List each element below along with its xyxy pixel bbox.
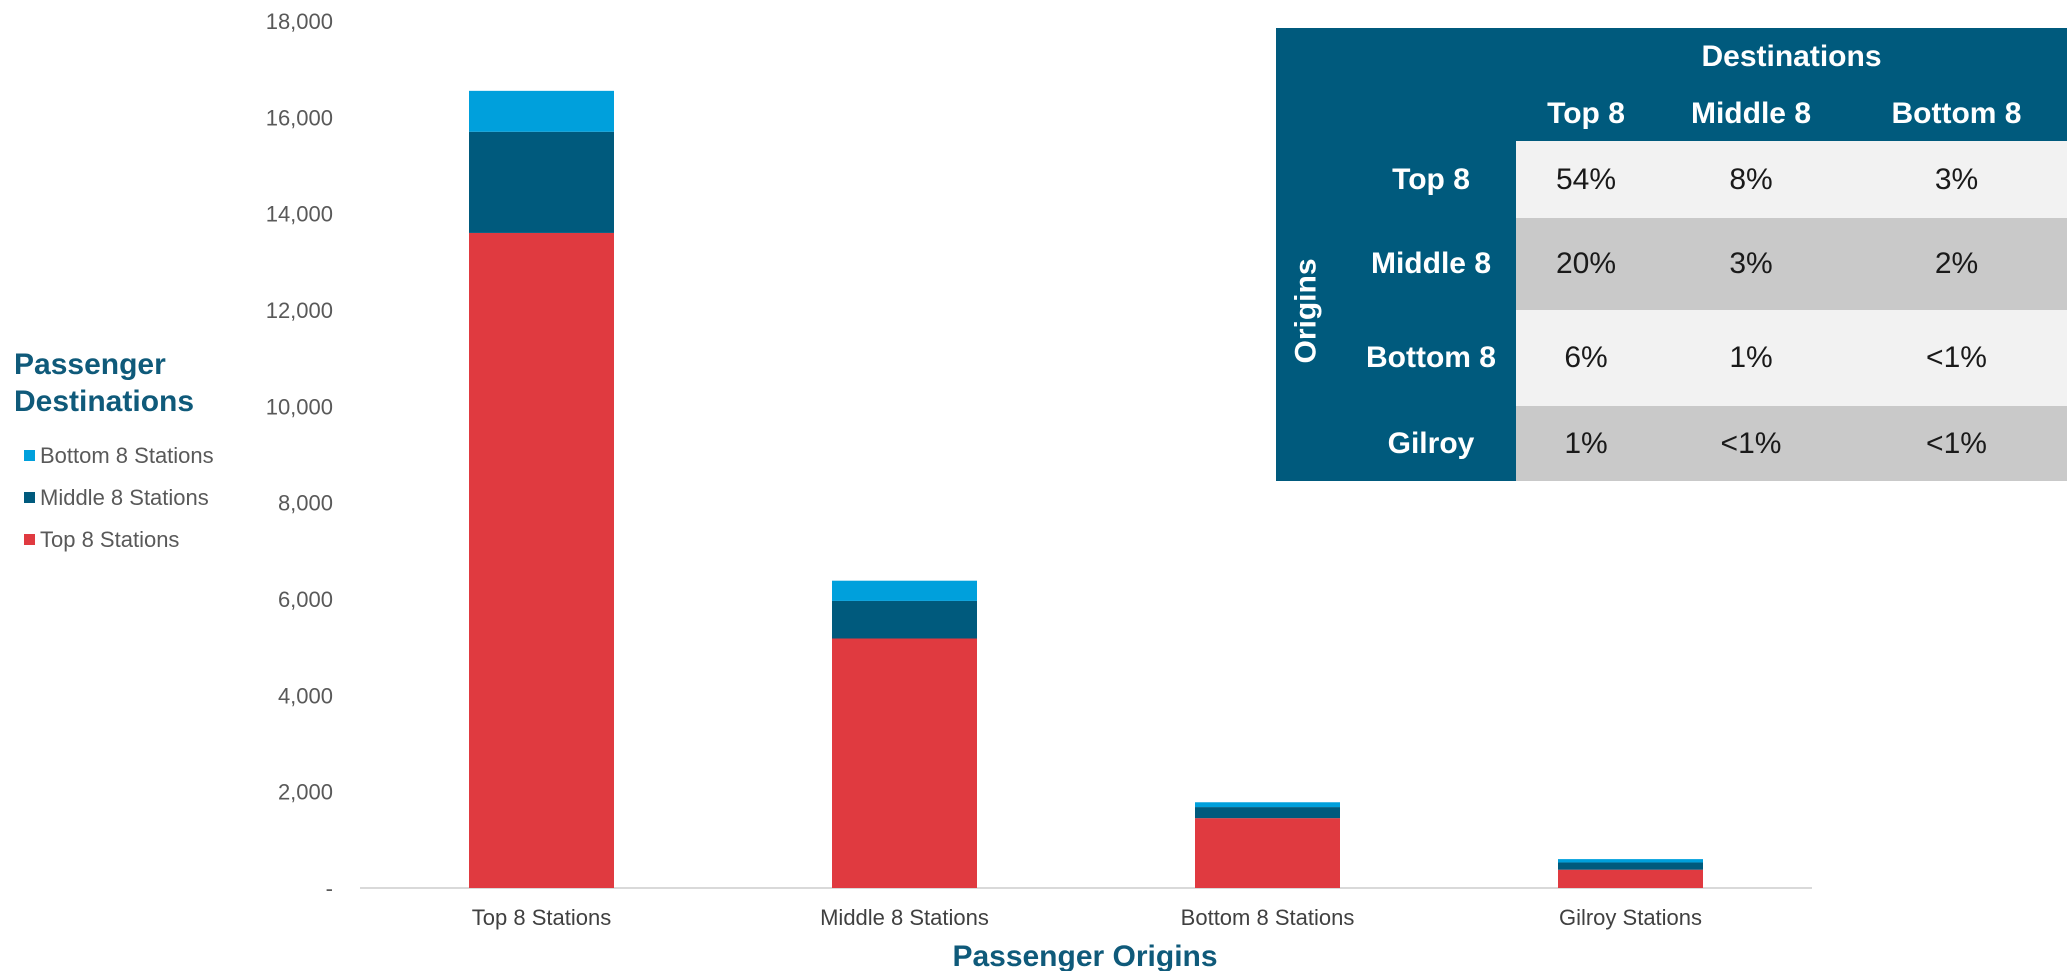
x-axis-title: Passenger Origins [952, 940, 1217, 971]
matrix-cell: 6% [1516, 310, 1656, 406]
x-axis-labels: Top 8 Stations Middle 8 Stations Bottom 8 … [472, 905, 1702, 930]
bars-group [469, 90, 1703, 888]
bar-segment [1195, 802, 1340, 808]
bar-segment [469, 232, 614, 888]
y-tick-label: 14,000 [266, 202, 333, 227]
y-tick-label: 6,000 [278, 587, 333, 612]
bar-segment [1558, 862, 1703, 870]
legend-label: Top 8 Stations [40, 527, 180, 552]
matrix-cell: 54% [1516, 141, 1656, 218]
y-tick-label: 2,000 [278, 780, 333, 805]
bar-segment [832, 638, 977, 888]
matrix-row-group-title: Origins [1276, 140, 1336, 481]
y-tick-label: 18,000 [266, 9, 333, 34]
matrix-cell: 1% [1516, 406, 1656, 481]
bar-segment [832, 600, 977, 639]
matrix-cell: <1% [1846, 406, 2067, 481]
matrix-column-header: Middle 8 [1690, 96, 1811, 130]
matrix-row-header: Middle 8 [1370, 247, 1491, 280]
x-tick-label: Middle 8 Stations [820, 905, 989, 930]
x-tick-label: Top 8 Stations [472, 905, 611, 930]
matrix-row-header: Bottom 8 [1366, 341, 1496, 374]
matrix-cell: 2% [1846, 218, 2067, 310]
matrix-row-header: Gilroy [1387, 426, 1475, 460]
bar-segment [1195, 807, 1340, 819]
origin-destination-matrix: Destinations Top 8 Middle 8 Bottom 8 Top 8 5… [1276, 28, 2067, 481]
matrix-cell: 3% [1846, 141, 2067, 218]
legend-item: Top 8 Stations [24, 527, 179, 553]
legend-label: Middle 8 Stations [40, 485, 209, 510]
matrix-row-group-title-text: Origins [1289, 257, 1323, 364]
matrix-cell: 8% [1656, 141, 1846, 218]
matrix-cell: <1% [1656, 406, 1846, 481]
legend-item: Middle 8 Stations [24, 485, 209, 511]
bar-segment [1195, 818, 1340, 888]
y-tick-label: 16,000 [266, 105, 333, 130]
y-tick-label: 4,000 [278, 683, 333, 708]
legend-swatch [24, 534, 35, 545]
matrix-column-header: Top 8 [1547, 96, 1625, 130]
y-tick-label: 10,000 [266, 394, 333, 419]
matrix-column-header: Bottom 8 [1891, 96, 2022, 130]
legend-swatch [24, 450, 35, 461]
x-tick-label: Gilroy Stations [1559, 905, 1702, 930]
bar-segment [469, 90, 614, 132]
matrix-cell: <1% [1846, 310, 2067, 406]
y-tick-label: 12,000 [266, 298, 333, 323]
matrix-cell: 3% [1656, 218, 1846, 310]
legend-title: Passenger Destinations [14, 348, 195, 418]
legend-item: Bottom 8 Stations [24, 443, 214, 469]
matrix-row-header: Top 8 [1392, 162, 1470, 196]
bar-segment [469, 131, 614, 233]
x-tick-label: Bottom 8 Stations [1181, 905, 1355, 930]
y-tick-label: 8,000 [278, 491, 333, 516]
bar-segment [832, 580, 977, 601]
bar-segment [1558, 869, 1703, 888]
legend-label: Bottom 8 Stations [40, 443, 214, 468]
matrix-cell: 20% [1516, 218, 1656, 310]
bar-segment [1558, 859, 1703, 863]
matrix-column-group-title: Destinations [1701, 40, 1882, 73]
legend-swatch [24, 492, 35, 503]
y-axis-ticks: - 2,000 4,000 6,000 8,000 10,000 12,000 14,000 1… [266, 9, 333, 901]
y-tick-label: - [326, 876, 333, 901]
matrix-cell: 1% [1656, 310, 1846, 406]
